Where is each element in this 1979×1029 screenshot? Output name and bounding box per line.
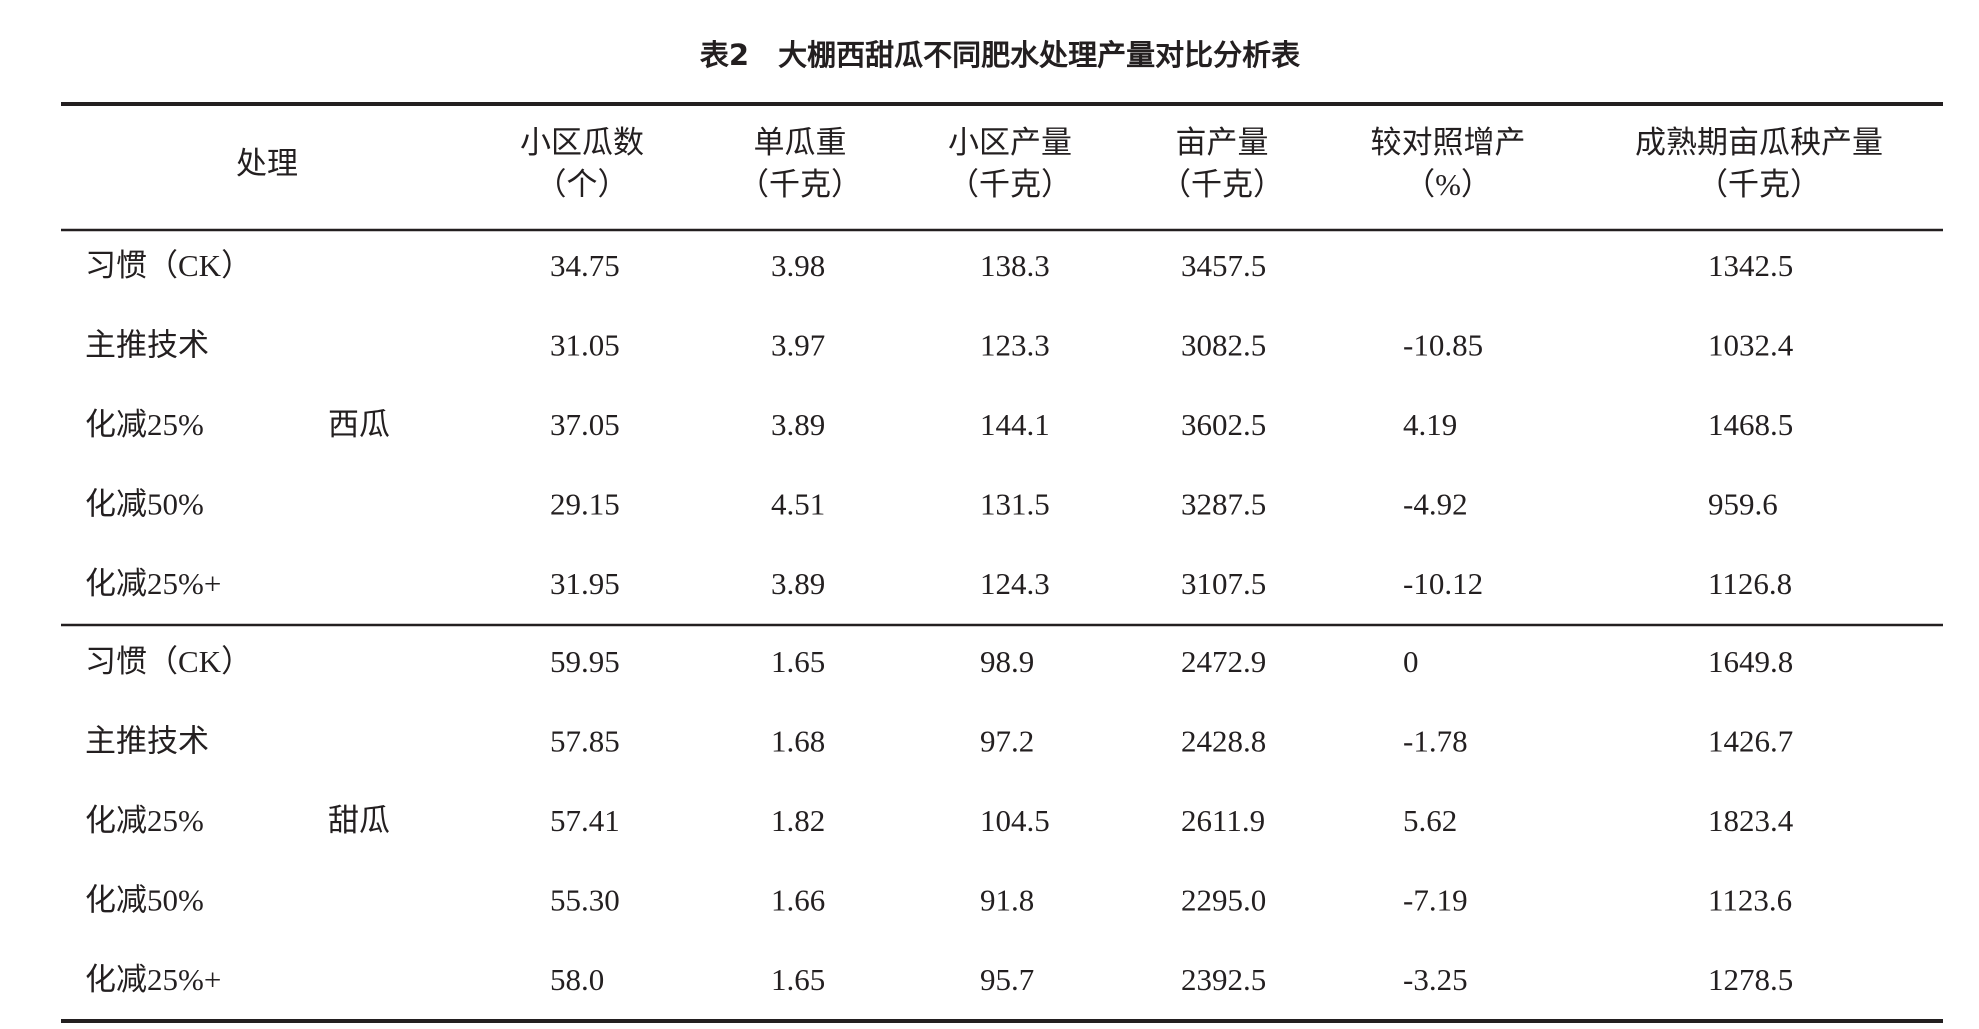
- table-cell: -10.85: [1403, 328, 1483, 363]
- table-cell: 98.9: [980, 644, 1034, 679]
- table-cell: 2428.8: [1181, 724, 1266, 759]
- row-label: 化减25%+: [85, 962, 221, 997]
- column-header: （千克）: [1160, 167, 1284, 202]
- row-label: 化减50%: [85, 883, 204, 918]
- row-label: 主推技术: [85, 328, 209, 363]
- table-cell: 37.05: [550, 407, 620, 442]
- table-cell: 3.89: [771, 407, 825, 442]
- table-cell: 1032.4: [1708, 328, 1794, 363]
- row-label: 习惯（CK）: [85, 248, 252, 283]
- table-cell: 1.65: [771, 962, 825, 997]
- table-cell: 1123.6: [1708, 883, 1792, 918]
- table-cell: 959.6: [1708, 487, 1778, 522]
- table-cell: 138.3: [980, 248, 1050, 283]
- table-cell: 3.89: [771, 566, 825, 601]
- table-cell: 1823.4: [1708, 803, 1794, 838]
- table-cell: 1.68: [771, 724, 825, 759]
- table-cell: 3457.5: [1181, 248, 1266, 283]
- table-cell: 2472.9: [1181, 644, 1266, 679]
- table-cell: 57.85: [550, 724, 620, 759]
- table-cell: 1426.7: [1708, 724, 1793, 759]
- table-cell: 1342.5: [1708, 248, 1793, 283]
- table-cell: -10.12: [1403, 566, 1483, 601]
- table-cell: 3.98: [771, 248, 825, 283]
- table-cell: 1126.8: [1708, 566, 1792, 601]
- table-cell: 1.66: [771, 883, 825, 918]
- table-cell: 4.51: [771, 487, 825, 522]
- table-title: 表2 大棚西甜瓜不同肥水处理产量对比分析表: [700, 38, 1300, 72]
- column-header: （%）: [1404, 167, 1492, 202]
- row-label: 化减50%: [85, 487, 204, 522]
- row-label: 化减25%+: [85, 566, 221, 601]
- table-cell: 2392.5: [1181, 962, 1266, 997]
- table-cell: 3.97: [771, 328, 825, 363]
- row-label: 化减25%: [85, 803, 204, 838]
- table-cell: 2295.0: [1181, 883, 1266, 918]
- table-cell: 59.95: [550, 644, 620, 679]
- table-cell: 1.82: [771, 803, 825, 838]
- table-cell: 3287.5: [1181, 487, 1266, 522]
- table-cell: 131.5: [980, 487, 1050, 522]
- table-cell: 0: [1403, 644, 1419, 679]
- column-header: 处理: [236, 146, 298, 181]
- column-header: 小区瓜数: [520, 125, 644, 160]
- table-cell: 123.3: [980, 328, 1050, 363]
- table-cell: 31.05: [550, 328, 620, 363]
- column-header: 亩产量: [1176, 125, 1269, 160]
- table-cell: 5.62: [1403, 803, 1457, 838]
- table-cell: 58.0: [550, 962, 604, 997]
- column-header: 单瓜重: [754, 125, 847, 160]
- column-header: 成熟期亩瓜秧产量: [1635, 125, 1883, 160]
- table-cell: -4.92: [1403, 487, 1468, 522]
- table-cell: 1278.5: [1708, 962, 1793, 997]
- table-cell: 3107.5: [1181, 566, 1266, 601]
- table-cell: -3.25: [1403, 962, 1468, 997]
- column-header: （个）: [536, 167, 629, 202]
- table-cell: 1.65: [771, 644, 825, 679]
- column-header: （千克）: [948, 167, 1072, 202]
- table-cell: 55.30: [550, 883, 620, 918]
- table-cell: 4.19: [1403, 407, 1457, 442]
- table-cell: 57.41: [550, 803, 620, 838]
- table-cell: 31.95: [550, 566, 620, 601]
- row-label: 主推技术: [85, 724, 209, 759]
- table-cell: 104.5: [980, 803, 1050, 838]
- table-cell: 29.15: [550, 487, 620, 522]
- table-cell: 124.3: [980, 566, 1050, 601]
- table-cell: 1649.8: [1708, 644, 1793, 679]
- group-label: 甜瓜: [328, 803, 390, 838]
- column-header: （千克）: [1697, 167, 1821, 202]
- table-cell: 91.8: [980, 883, 1034, 918]
- row-label: 习惯（CK）: [85, 644, 252, 679]
- table-cell: 1468.5: [1708, 407, 1793, 442]
- table-cell: 3602.5: [1181, 407, 1266, 442]
- table-cell: 34.75: [550, 248, 620, 283]
- column-header: 较对照增产: [1371, 125, 1526, 160]
- group-label: 西瓜: [328, 407, 390, 442]
- table-cell: 95.7: [980, 962, 1034, 997]
- row-label: 化减25%: [85, 407, 204, 442]
- column-header: 小区产量: [948, 125, 1072, 160]
- table-cell: 97.2: [980, 724, 1034, 759]
- table-cell: 144.1: [980, 407, 1050, 442]
- table-cell: -7.19: [1403, 883, 1468, 918]
- table-cell: 2611.9: [1181, 803, 1265, 838]
- column-header: （千克）: [738, 167, 862, 202]
- table-cell: -1.78: [1403, 724, 1468, 759]
- table-cell: 3082.5: [1181, 328, 1266, 363]
